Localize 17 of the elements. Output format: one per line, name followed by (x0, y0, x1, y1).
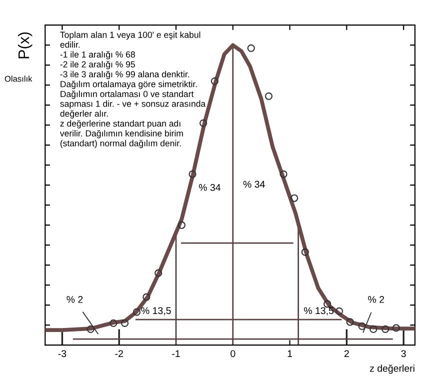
annotation: % 13,5 (304, 307, 334, 316)
x-tick-label: 0 (230, 350, 236, 358)
text: Olasılık (4, 76, 32, 82)
x-tick-label: -3 (58, 350, 66, 358)
x-tick-label: -1 (172, 350, 180, 357)
annotation: % 2 (66, 296, 83, 303)
annotation: % 34 (243, 180, 265, 188)
x-axis-title: z değerleri (370, 364, 414, 374)
x-tick-label: 1 (288, 350, 292, 357)
annotation: % 34 (198, 184, 221, 191)
y-axis-title: P(x) (18, 32, 32, 58)
annotation: % 13,5 (141, 307, 171, 316)
x-tick-label: 2 (344, 350, 349, 357)
x-tick-label: -2 (115, 350, 123, 357)
text: Toplam alan 1 veya 100' e eşit kabul edilir. -1 ile 1 aralığı % 68 -2 ile 2 aralığı % 95 -3 ile 3 aralığı % 99 alana denktir. Dağılım ortalamaya göre simetriktir. Dağılımın ortalaması 0 ve standart sapması 1 dir. - ve + sonsuz arasında değerler alır. z değerlerine standart puan adı verilir. Dağılımın kendisine birim (standart) normal dağılım denir. (60, 31, 206, 148)
x-tick-label: 3 (401, 350, 406, 358)
annotation: % 2 (368, 296, 384, 303)
